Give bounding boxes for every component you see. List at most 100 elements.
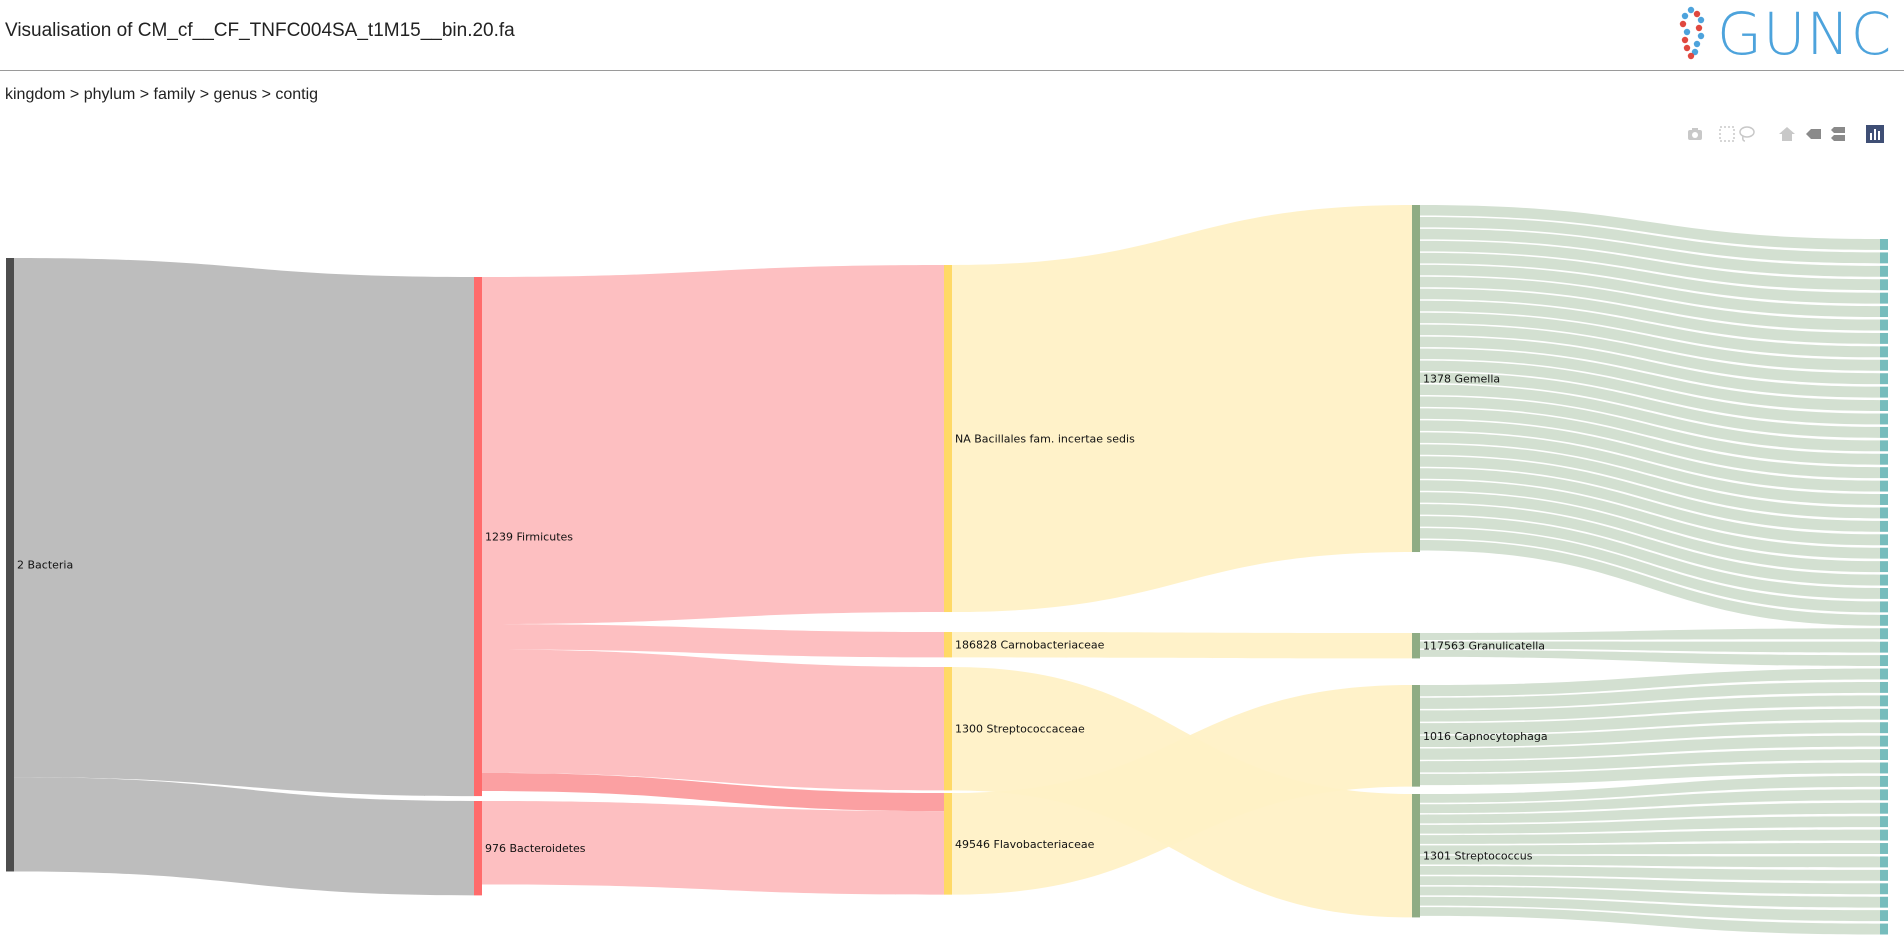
contig-node[interactable] <box>1880 762 1888 774</box>
contig-link[interactable] <box>1420 528 1880 613</box>
contig-node[interactable] <box>1880 668 1888 680</box>
contig-node[interactable] <box>1880 520 1888 532</box>
contig-link[interactable] <box>1420 288 1880 344</box>
contig-link[interactable] <box>1420 540 1880 626</box>
contig-node[interactable] <box>1880 319 1888 331</box>
contig-link[interactable] <box>1420 360 1880 425</box>
contig-link[interactable] <box>1420 708 1880 735</box>
contig-node[interactable] <box>1880 494 1888 505</box>
sankey-node-flavobacteriaceae[interactable] <box>944 793 952 895</box>
contig-link[interactable] <box>1420 324 1880 385</box>
contig-link[interactable] <box>1420 749 1880 773</box>
contig-link[interactable] <box>1420 408 1880 479</box>
contig-node[interactable] <box>1880 641 1888 653</box>
contig-link[interactable] <box>1420 492 1880 573</box>
sankey-node-bacteroidetes[interactable] <box>474 801 482 896</box>
contig-link[interactable] <box>1420 865 1880 881</box>
contig-node[interactable] <box>1880 843 1888 854</box>
contig-node[interactable] <box>1880 480 1888 492</box>
contig-node[interactable] <box>1880 749 1888 760</box>
contig-link[interactable] <box>1420 886 1880 908</box>
sankey-node-bacillales[interactable] <box>944 265 952 613</box>
contig-node[interactable] <box>1880 601 1888 613</box>
contig-node[interactable] <box>1880 306 1888 318</box>
contig-node[interactable] <box>1880 856 1888 868</box>
contig-node[interactable] <box>1880 829 1888 841</box>
contig-link[interactable] <box>1420 205 1880 250</box>
sankey-link[interactable] <box>482 624 944 658</box>
contig-node[interactable] <box>1880 534 1888 546</box>
contig-link[interactable] <box>1420 681 1880 709</box>
sankey-link[interactable] <box>952 632 1412 659</box>
contig-link[interactable] <box>1420 735 1880 760</box>
contig-node[interactable] <box>1880 910 1888 922</box>
contig-node[interactable] <box>1880 332 1888 344</box>
contig-link[interactable] <box>1420 516 1880 599</box>
contig-node[interactable] <box>1880 467 1888 479</box>
contig-node[interactable] <box>1880 547 1888 559</box>
home-icon[interactable] <box>1776 124 1798 144</box>
sankey-node-bacteria[interactable] <box>6 258 14 872</box>
contig-node[interactable] <box>1880 453 1888 465</box>
contig-link[interactable] <box>1420 372 1880 438</box>
sankey-node-streptococcaceae[interactable] <box>944 667 952 791</box>
contig-link[interactable] <box>1420 896 1880 922</box>
contig-link[interactable] <box>1420 300 1880 358</box>
contig-link[interactable] <box>1420 384 1880 452</box>
contig-link[interactable] <box>1420 252 1880 304</box>
contig-link[interactable] <box>1420 504 1880 586</box>
contig-node[interactable] <box>1880 426 1888 438</box>
contig-link[interactable] <box>1420 641 1880 653</box>
contig-link[interactable] <box>1420 312 1880 371</box>
contig-link[interactable] <box>1420 649 1880 667</box>
contig-node[interactable] <box>1880 574 1888 586</box>
sankey-chart[interactable]: 2 Bacteria 1239 Firmicutes 976 Bacteroidet… <box>0 120 1904 936</box>
contig-link[interactable] <box>1420 802 1880 824</box>
plotly-logo-icon[interactable] <box>1864 124 1886 144</box>
contig-node[interactable] <box>1880 883 1888 895</box>
contig-node[interactable] <box>1880 346 1888 358</box>
contig-node[interactable] <box>1880 628 1888 640</box>
lasso-select-icon[interactable] <box>1736 124 1758 144</box>
contig-link[interactable] <box>1420 444 1880 519</box>
contig-node[interactable] <box>1880 923 1888 935</box>
contig-node[interactable] <box>1880 775 1888 787</box>
contig-node[interactable] <box>1880 292 1888 304</box>
hover-compare-icon[interactable] <box>1826 124 1848 144</box>
contig-link[interactable] <box>1420 829 1880 844</box>
sankey-node-gemella[interactable] <box>1412 205 1420 553</box>
contig-link[interactable] <box>1420 855 1880 868</box>
hover-closest-icon[interactable] <box>1802 124 1824 144</box>
contig-link[interactable] <box>1420 775 1880 803</box>
contig-node[interactable] <box>1880 789 1888 801</box>
contig-node[interactable] <box>1880 722 1888 734</box>
contig-link[interactable] <box>1420 816 1880 834</box>
contig-link[interactable] <box>1420 264 1880 318</box>
contig-link[interactable] <box>1420 789 1880 814</box>
contig-link[interactable] <box>1420 722 1880 748</box>
contig-link[interactable] <box>1420 762 1880 786</box>
contig-link[interactable] <box>1420 216 1880 264</box>
box-select-icon[interactable] <box>1716 124 1738 144</box>
contig-node[interactable] <box>1880 655 1888 667</box>
contig-link[interactable] <box>1420 336 1880 398</box>
sankey-node-capnocytophaga[interactable] <box>1412 685 1420 787</box>
contig-node[interactable] <box>1880 359 1888 371</box>
sankey-node-firmicutes[interactable] <box>474 277 482 797</box>
contig-node[interactable] <box>1880 279 1888 291</box>
sankey-link[interactable] <box>14 258 474 797</box>
contig-node[interactable] <box>1880 735 1888 747</box>
contig-link[interactable] <box>1420 668 1880 697</box>
contig-node[interactable] <box>1880 400 1888 411</box>
sankey-svg[interactable]: 2 Bacteria 1239 Firmicutes 976 Bacteroidet… <box>0 120 1904 936</box>
contig-node[interactable] <box>1880 252 1888 264</box>
contig-link[interactable] <box>1420 276 1880 331</box>
sankey-link[interactable] <box>14 777 474 896</box>
contig-node[interactable] <box>1880 802 1888 814</box>
contig-node[interactable] <box>1880 561 1888 573</box>
contig-node[interactable] <box>1880 708 1888 720</box>
sankey-link[interactable] <box>482 265 944 625</box>
sankey-node-streptococcus[interactable] <box>1412 794 1420 918</box>
contig-node[interactable] <box>1880 239 1888 250</box>
sankey-node-carnobacteriaceae[interactable] <box>944 632 952 658</box>
